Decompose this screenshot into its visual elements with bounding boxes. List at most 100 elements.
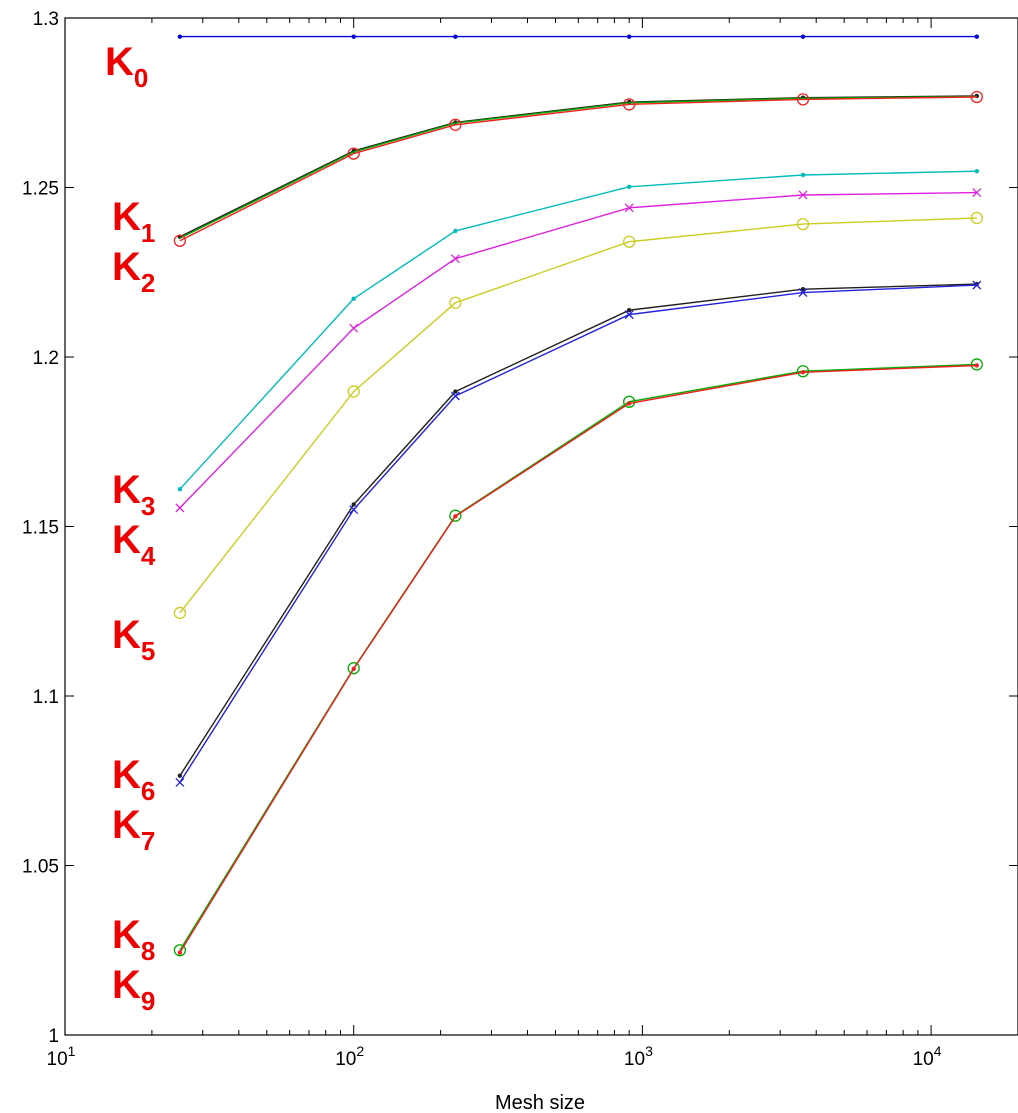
series-label-k0: K0	[105, 40, 148, 93]
data-point-stroke	[972, 188, 982, 198]
series-line	[179, 217, 977, 614]
y-tick-label: 1	[48, 1026, 59, 1047]
data-point	[175, 777, 185, 787]
data-point	[173, 606, 187, 620]
series-label-k1: K1	[112, 195, 155, 248]
data-point	[974, 169, 980, 174]
series-line	[179, 283, 977, 777]
data-point	[800, 34, 806, 39]
data-point-stroke	[624, 203, 634, 213]
data-point	[173, 944, 187, 957]
series-label-k9: K9	[112, 963, 155, 1016]
data-point	[173, 234, 187, 247]
data-point	[450, 254, 460, 264]
y-tick-label: 1.25	[22, 179, 59, 200]
data-point	[347, 147, 360, 160]
data-point	[351, 666, 356, 672]
data-point	[453, 389, 458, 394]
data-point	[800, 370, 806, 375]
y-tick-label: 1.05	[22, 857, 59, 878]
series-layer	[173, 34, 983, 957]
data-point	[970, 211, 983, 225]
data-point	[796, 365, 810, 378]
data-point	[800, 287, 806, 292]
data-point	[349, 323, 359, 333]
x-tick-label: 103	[624, 1043, 653, 1070]
series-line	[179, 364, 977, 953]
data-point	[449, 118, 462, 131]
data-point	[800, 172, 806, 178]
data-point-stroke	[349, 323, 359, 333]
data-point	[798, 288, 808, 298]
axis-ticks	[64, 17, 1018, 1036]
data-point	[453, 228, 458, 234]
series-line	[179, 95, 977, 239]
data-point	[626, 401, 632, 406]
y-tick-label: 1.1	[33, 687, 59, 708]
series-label-k3: K3	[112, 468, 155, 521]
data-point	[796, 93, 810, 106]
data-point	[177, 773, 183, 778]
data-point	[623, 98, 636, 111]
series-label-k7: K7	[112, 803, 155, 856]
series-label-k8: K8	[112, 913, 155, 966]
y-tick-label: 1.15	[22, 518, 59, 539]
data-point	[351, 296, 356, 301]
series-line	[179, 191, 977, 509]
data-point	[972, 188, 982, 198]
series-label-k4: K4	[112, 518, 156, 571]
y-tick-label: 1.3	[33, 9, 59, 30]
data-point	[970, 358, 983, 371]
x-tick-label: 101	[47, 1043, 76, 1070]
data-point-stroke	[972, 280, 982, 290]
data-point	[974, 34, 980, 39]
series-line	[179, 170, 977, 490]
data-point	[624, 310, 634, 320]
data-point	[626, 184, 632, 190]
series-label-k2: K2	[112, 245, 155, 298]
data-point-stroke	[175, 503, 185, 513]
plot-area	[64, 17, 1018, 1036]
data-point	[453, 514, 458, 519]
data-point-stroke	[450, 254, 460, 264]
y-tick-labels: 1 1.05 1.1 1.15 1.2 1.25 1.3	[22, 9, 59, 1047]
data-point	[450, 391, 460, 401]
data-point-stroke	[624, 310, 634, 320]
data-point	[974, 363, 980, 368]
data-point	[349, 505, 359, 515]
series-label-k5: K5	[112, 613, 155, 666]
series-label-k6: K6	[112, 753, 155, 806]
series-line	[179, 96, 977, 242]
data-point	[177, 487, 183, 492]
data-point	[351, 34, 356, 39]
data-point	[177, 34, 183, 39]
data-point	[177, 950, 183, 955]
data-point	[347, 662, 360, 675]
data-point	[623, 235, 636, 248]
data-point-stroke	[175, 777, 185, 787]
data-point	[626, 308, 632, 313]
data-point	[453, 34, 458, 39]
data-point	[626, 34, 632, 39]
data-point	[351, 502, 356, 507]
data-point	[175, 503, 185, 513]
data-point	[347, 385, 360, 398]
data-point	[972, 280, 982, 290]
data-point	[798, 190, 808, 200]
data-point	[796, 217, 810, 231]
data-point	[624, 203, 634, 213]
data-point-stroke	[450, 391, 460, 401]
x-tick-label: 104	[913, 1043, 942, 1070]
x-tick-label: 102	[335, 1043, 364, 1070]
x-axis-title: Mesh size	[495, 1092, 585, 1113]
series-line	[179, 284, 977, 783]
x-tick-labels: 101 102 103 104	[47, 1043, 942, 1070]
data-point-stroke	[798, 190, 808, 200]
data-point	[449, 296, 462, 309]
data-point	[449, 509, 462, 522]
y-tick-label: 1.2	[33, 348, 59, 369]
data-point	[970, 90, 983, 104]
data-point-stroke	[798, 288, 808, 298]
data-point-stroke	[349, 505, 359, 515]
